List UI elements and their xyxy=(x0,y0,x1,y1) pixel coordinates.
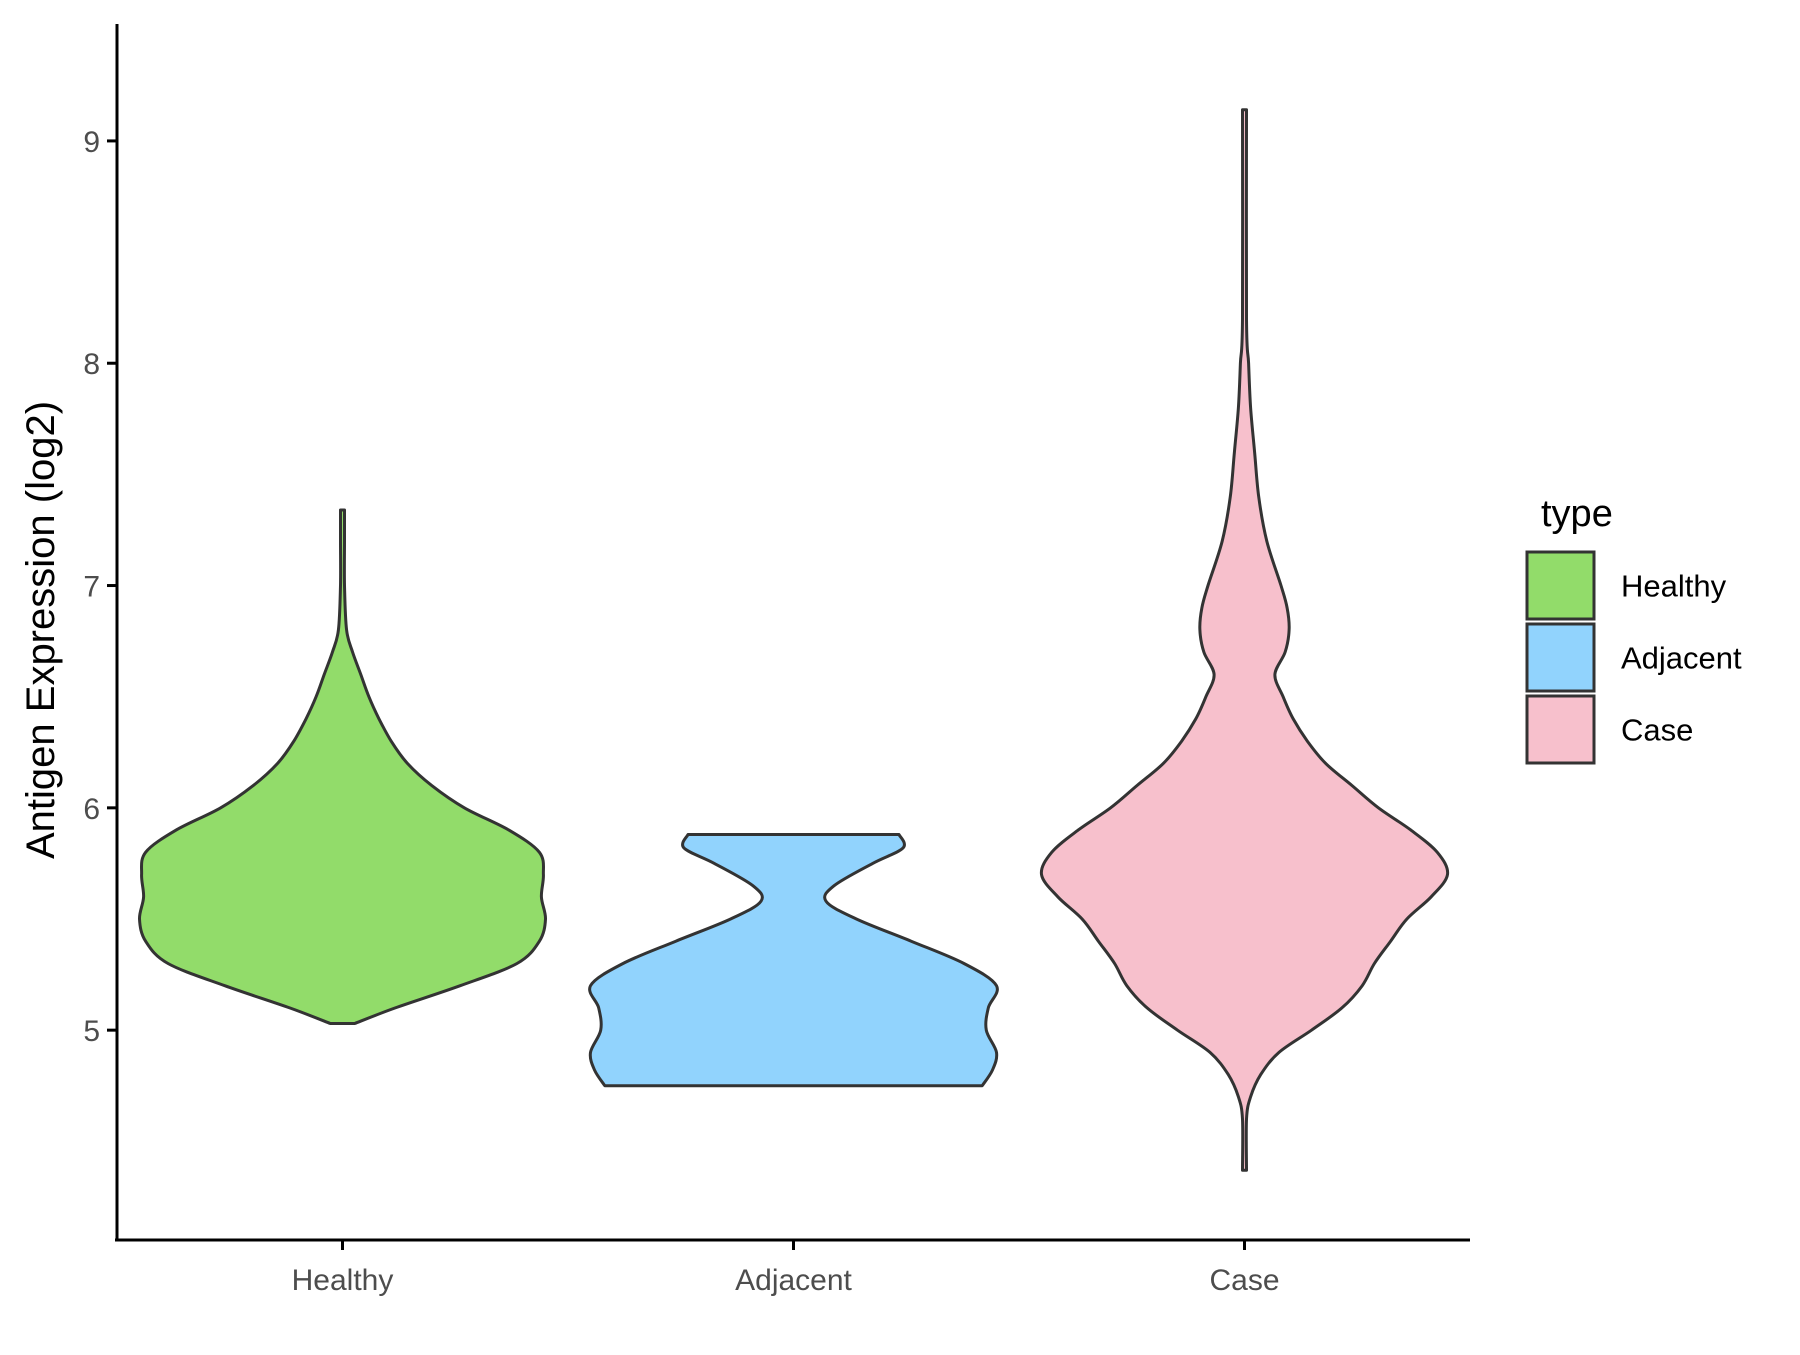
x-tick-label: Healthy xyxy=(292,1264,394,1297)
violin-adjacent xyxy=(588,833,999,1088)
violin-layer xyxy=(137,108,1450,1172)
x-tick-label: Adjacent xyxy=(735,1264,852,1297)
y-ticks: 5 6 7 8 9 xyxy=(83,126,117,1048)
legend-key-healthy xyxy=(1525,550,1596,621)
y-axis-title: Antigen Expression (log2) xyxy=(19,401,63,859)
legend: type Healthy Adjacent Case xyxy=(1525,493,1742,765)
y-tick-label: 8 xyxy=(83,348,100,381)
y-tick-label: 9 xyxy=(83,126,100,159)
y-tick-label: 5 xyxy=(83,1015,100,1048)
y-tick-label: 7 xyxy=(83,571,100,604)
violin-healthy xyxy=(137,508,548,1025)
legend-key-adjacent xyxy=(1525,622,1596,693)
y-tick-label: 6 xyxy=(83,793,100,826)
legend-title: type xyxy=(1541,493,1613,535)
legend-label-healthy: Healthy xyxy=(1621,569,1727,604)
violin-case xyxy=(1039,108,1450,1172)
legend-label-case: Case xyxy=(1621,713,1693,748)
legend-label-adjacent: Adjacent xyxy=(1621,641,1742,676)
legend-key-case xyxy=(1525,694,1596,765)
x-tick-label: Case xyxy=(1209,1264,1279,1297)
x-ticks: Healthy Adjacent Case xyxy=(292,1240,1280,1297)
